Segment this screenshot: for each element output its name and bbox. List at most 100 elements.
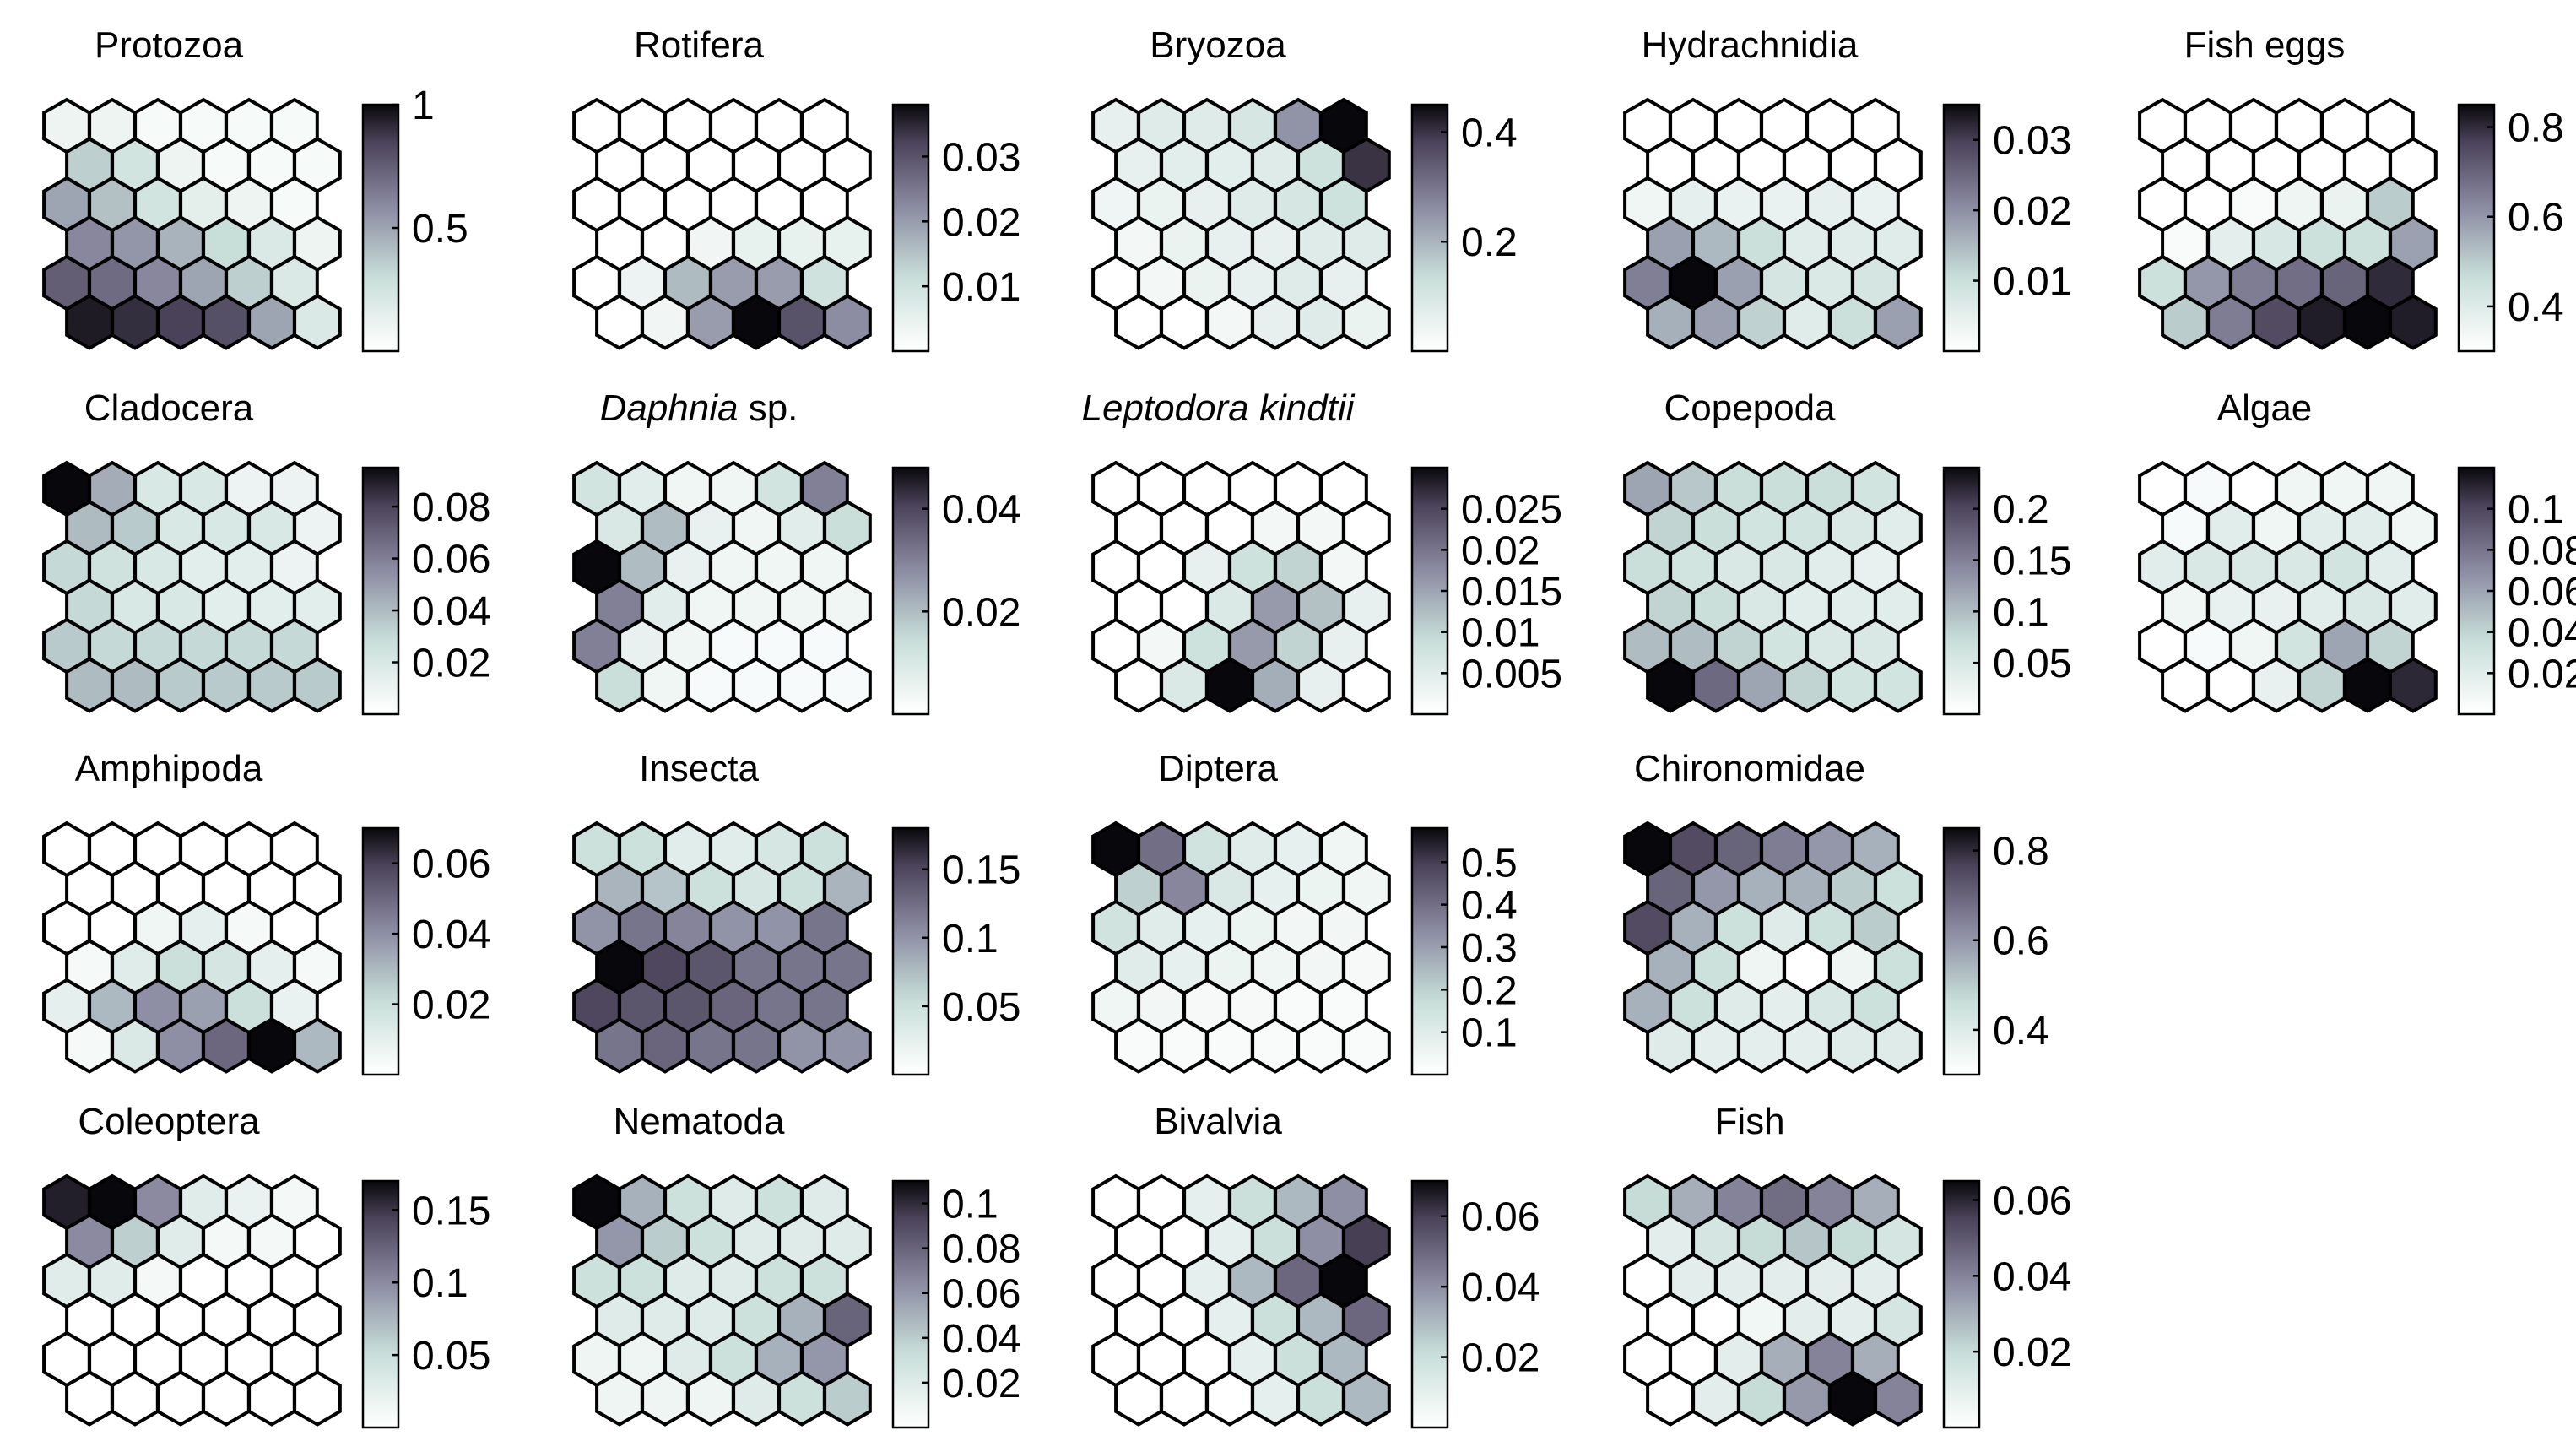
colorbar-tick-label: 0.02 [942,200,1020,245]
hex-cell [641,294,690,350]
component-plane-5: Cladocera 0.08 0.06 0.04 0.02 [42,387,490,716]
hex-cell [156,657,205,713]
colorbar-tick-label: 0.1 [2508,488,2564,533]
hex-cell [777,657,826,713]
hex-cell [1828,294,1877,350]
plane-title-text: Insecta [639,748,759,789]
plane-title: Bivalvia [1154,1101,1282,1142]
plane-title-text: Fish [1714,1101,1784,1142]
hex-cell [1828,657,1877,713]
hex-cell [1296,657,1345,713]
colorbar-tick-label: 0.15 [412,1189,490,1233]
colorbar-tick-label: 0.3 [1461,926,1518,971]
hex-cell [293,657,342,713]
colorbar-frame [891,1179,930,1429]
hex-cell [65,1370,114,1427]
hex-cell [1646,294,1695,350]
hex-cell [1691,294,1740,350]
hex-cell [202,1370,251,1427]
plane-title: Fish eggs [2184,24,2346,66]
plane-title: Daphnia sp. [600,387,798,429]
hex-cell [247,294,296,350]
hex-cell [1828,1017,1877,1074]
hex-cell [1783,1370,1832,1427]
hex-cell [293,1017,342,1074]
plane-title-italic: Daphnia [600,387,739,429]
hex-cell [1691,1017,1740,1074]
hex-cell [595,1017,644,1074]
hex-cell [1783,294,1832,350]
colorbar-tick-label: 0.04 [1461,1265,1540,1310]
hex-cell [1783,657,1832,713]
hex-cell [1296,1017,1345,1074]
hex-cell [1737,1370,1786,1427]
hex-cell [156,1370,205,1427]
plane-title: Cladocera [84,387,254,429]
colorbar-tick-label: 0.02 [2508,652,2576,696]
colorbar-gradient [1944,105,1979,351]
colorbar-tick-label: 0.025 [1461,488,1562,533]
component-plane-8: Copepoda 0.2 0.15 0.1 0.05 [1623,387,2071,716]
hex-cell [1342,294,1391,350]
colorbar-tick-label: 0.03 [1993,119,2071,164]
colorbar-tick-label: 0.1 [1993,590,2049,635]
hex-cell [65,657,114,713]
colorbar-gradient [893,1181,928,1428]
hex-cell [2252,294,2301,350]
component-plane-10: Amphipoda 0.06 0.04 0.02 [42,748,490,1076]
hex-cell [732,657,781,713]
colorbar-tick-label: 0.06 [1461,1195,1540,1240]
hex-cell [1874,1370,1923,1427]
colorbar-tick-label: 0.05 [942,985,1020,1030]
hex-cell [111,1017,160,1074]
colorbar-tick-label: 0.015 [1461,570,1562,615]
hex-cell [1691,1370,1740,1427]
colorbar-tick-label: 0.04 [1993,1254,2071,1299]
colorbar-tick-label: 0.02 [412,642,490,686]
plane-title-text: Bryozoa [1150,24,1286,66]
colorbar-tick-label: 0.6 [1993,919,2049,964]
hex-cell [1160,1017,1209,1074]
colorbar-tick-label: 0.4 [1461,884,1518,929]
plane-title: Rotifera [634,24,765,66]
hex-cell [202,294,251,350]
component-plane-14: Coleoptera 0.15 0.1 0.05 [42,1101,490,1429]
component-plane-17: Fish 0.06 0.04 0.02 [1623,1101,2071,1429]
colorbar-frame [361,826,400,1076]
hex-cell [111,294,160,350]
colorbar-tick-label: 1 [412,84,435,128]
hex-cell [1737,657,1786,713]
colorbar-tick-label: 0.4 [2508,285,2564,330]
hex-cell [1114,657,1163,713]
colorbar-tick-label: 0.04 [412,589,490,634]
plane-title: Chironomidae [1634,748,1865,789]
hex-cell [293,294,342,350]
colorbar-gradient [1944,1181,1979,1428]
hex-cell [202,657,251,713]
colorbar-gradient [893,468,928,714]
component-plane-9: Algae 0.10.080.060.040.02 [2138,387,2576,716]
hex-cell [595,657,644,713]
hex-cell [2343,657,2392,713]
hex-cell [2252,657,2301,713]
colorbar-tick-label: 0.02 [1461,528,1540,573]
component-plane-13: Chironomidae 0.8 0.6 0.4 [1623,748,2049,1076]
colorbar-tick-label: 0.08 [2508,528,2576,573]
colorbar-gradient [1412,1181,1448,1428]
hex-cell [823,294,872,350]
colorbar-gradient [363,468,398,714]
colorbar-tick-label: 0.04 [942,1317,1020,1362]
colorbar-frame [891,103,930,353]
colorbar-gradient [363,828,398,1075]
hex-cell [823,657,872,713]
hex-cell [1342,657,1391,713]
colorbar-gradient [1412,105,1448,351]
plane-title: Nematoda [613,1101,785,1142]
plane-title: Bryozoa [1150,24,1286,66]
colorbar-tick-label: 0.1 [942,1183,998,1227]
hex-cell [1296,1370,1345,1427]
hex-cell [1646,1017,1695,1074]
colorbar-tick-label: 0.2 [1461,220,1518,265]
hex-cell [641,657,690,713]
